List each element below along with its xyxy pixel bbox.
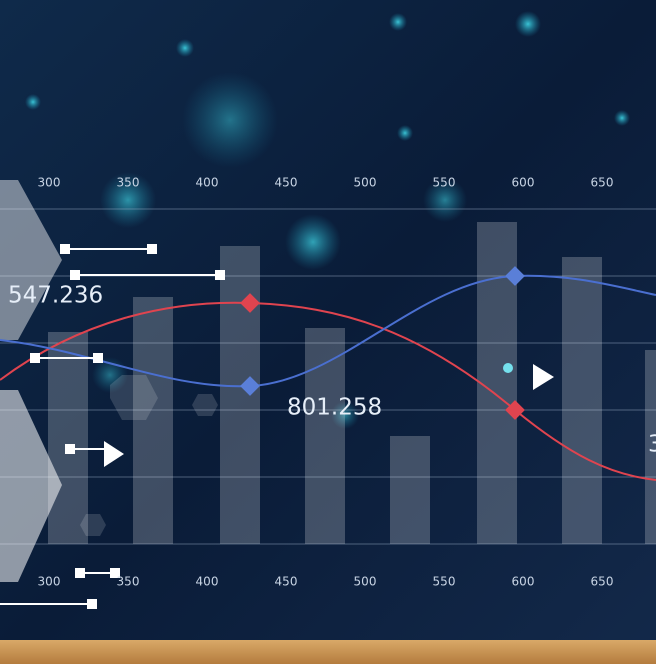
blue-line	[0, 274, 656, 388]
tick-label: 650	[591, 575, 614, 589]
value-label: 801.258	[287, 395, 382, 421]
tick-label: 350	[117, 176, 140, 190]
tick-label: 600	[512, 575, 535, 589]
markers	[240, 266, 525, 420]
tick-label: 450	[275, 176, 298, 190]
tick-label: 300	[38, 575, 61, 589]
table-edge	[0, 640, 656, 664]
tick-label: 550	[433, 176, 456, 190]
tick-label: 400	[196, 176, 219, 190]
tick-label: 500	[354, 176, 377, 190]
tick-label: 550	[433, 575, 456, 589]
value-label: 547.236	[8, 283, 103, 309]
tick-label: 300	[38, 176, 61, 190]
axis-ticks: 300 350 400 450 500 550 600 650 300 350 400 450 500 5…	[38, 176, 614, 589]
tick-label: 400	[196, 575, 219, 589]
value-label: 3	[648, 432, 656, 458]
tick-label: 350	[117, 575, 140, 589]
sliders	[0, 244, 554, 609]
hexagons	[0, 180, 218, 582]
tick-label: 500	[354, 575, 377, 589]
bokeh	[25, 11, 630, 429]
tick-label: 600	[512, 176, 535, 190]
tick-label: 650	[591, 176, 614, 190]
red-line	[0, 301, 656, 481]
tick-label: 450	[275, 575, 298, 589]
